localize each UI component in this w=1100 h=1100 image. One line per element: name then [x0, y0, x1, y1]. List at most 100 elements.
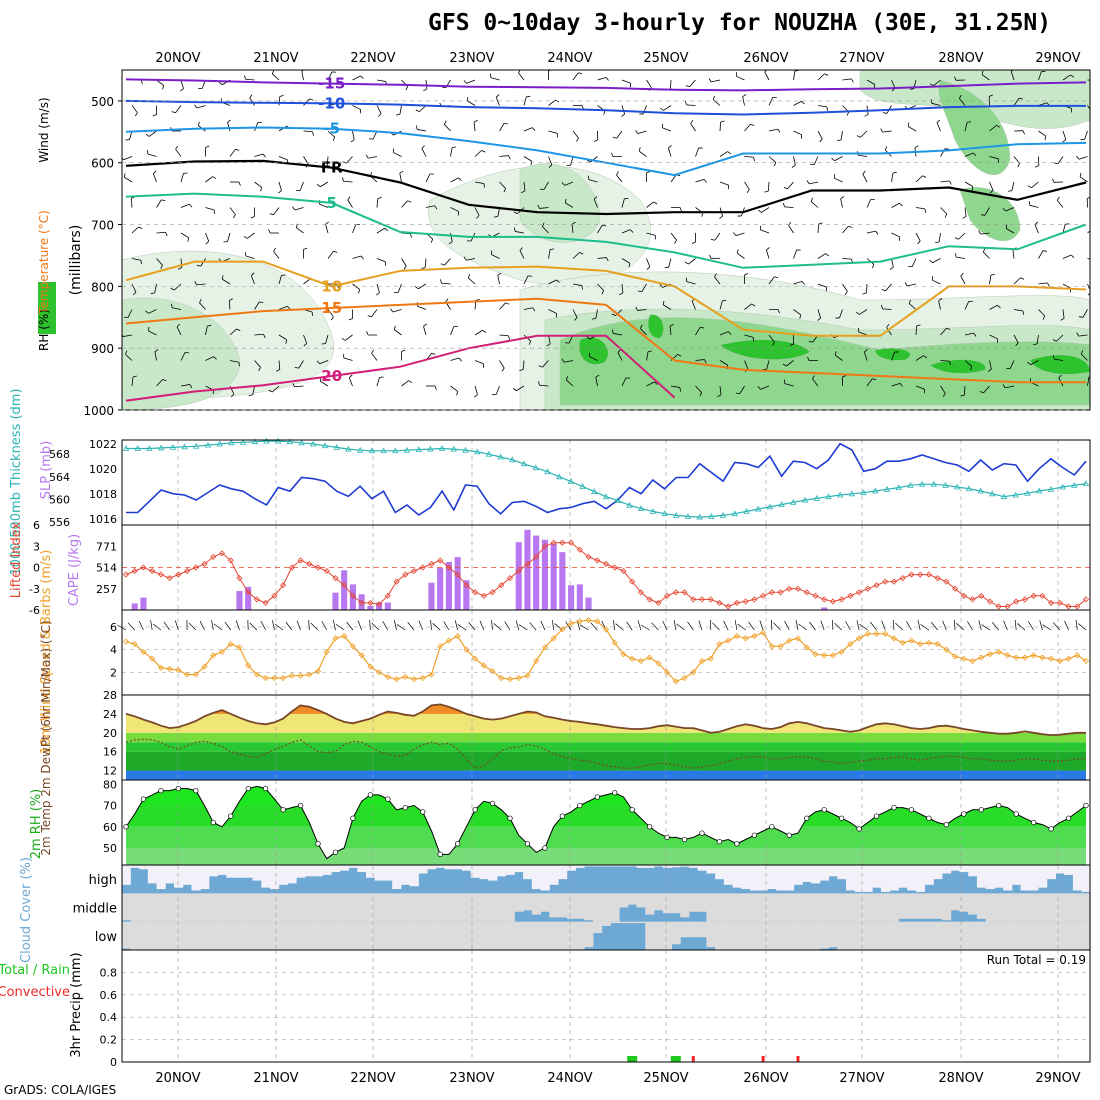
wind-barb: [376, 105, 382, 114]
wind-barb-flag: [801, 100, 805, 105]
wind-barb-flag: [701, 212, 704, 217]
li-tick-label: -6: [29, 604, 40, 617]
li-marker: [349, 592, 356, 599]
cloud-gap: [819, 893, 830, 922]
wind-barb-flag: [635, 130, 639, 134]
temp-contour-10: [125, 260, 1087, 337]
cape-bar: [533, 535, 540, 610]
wind-barb-flag: [287, 306, 291, 310]
rh-marker: [437, 851, 443, 858]
surface-wind-barb: [687, 621, 694, 631]
cloud-gap: [680, 921, 690, 938]
wind-barb-flag: [1052, 355, 1055, 360]
cloud-gap: [540, 893, 550, 912]
cloud-gap: [732, 893, 742, 922]
wind-barb-flag: [303, 247, 308, 250]
wind-barb: [621, 198, 625, 208]
cloud-gap: [427, 921, 437, 950]
wind-barb-flag: [824, 73, 829, 76]
wind-barb-flag: [423, 88, 428, 92]
wind-barb: [810, 201, 819, 208]
cloud-gap: [976, 893, 987, 919]
cloud-gap: [863, 921, 873, 950]
wind-barb: [834, 156, 843, 162]
rh-tick-label: 50: [103, 842, 117, 855]
wind-barb-flag: [714, 273, 717, 278]
wind-barb: [196, 105, 206, 109]
wind-barb: [294, 385, 304, 388]
wind-barb: [523, 275, 529, 285]
cloud-gap: [1011, 865, 1022, 885]
li-marker: [1056, 599, 1063, 606]
surface-wind-barb: [651, 622, 659, 631]
wind-barb-flag: [989, 94, 994, 97]
cloud-gap: [558, 865, 568, 880]
wind-barb-flag: [677, 354, 682, 357]
wind-barb: [127, 309, 133, 318]
cloud-gap: [933, 893, 943, 919]
cloud-gap: [959, 921, 969, 950]
wind-barb-flag: [175, 145, 179, 150]
wind-barb-flag: [1022, 130, 1025, 135]
wind-barb-flag: [855, 311, 860, 315]
cloud-gap: [400, 893, 411, 922]
temp-tick-label: 28: [103, 689, 117, 702]
wind-barb-flag: [880, 128, 883, 133]
rh-marker: [524, 841, 531, 847]
cloud-gap: [828, 865, 838, 877]
wind-barb: [450, 357, 460, 361]
wind-barb: [907, 283, 917, 287]
wind-barb-flag: [330, 316, 334, 321]
cloud-gap: [697, 921, 707, 938]
wind-barb: [548, 130, 558, 134]
surface-wind-barb: [640, 624, 650, 631]
surface-wind-barb: [956, 623, 965, 631]
wind-barb-flag: [1033, 343, 1038, 346]
wind-barb: [793, 249, 797, 259]
wind-barb: [474, 385, 478, 395]
wind-barb: [254, 301, 260, 310]
wind-barb: [319, 203, 329, 208]
wind-barb: [131, 226, 139, 234]
cloud-gap: [776, 921, 786, 950]
cloud-gap: [959, 865, 969, 873]
cloud-gap: [488, 921, 498, 950]
cloud-gap: [139, 893, 149, 922]
wind-barb: [744, 334, 754, 338]
wind-barb: [719, 331, 729, 336]
wind-barb: [156, 379, 163, 387]
wind-barb-flag: [445, 298, 449, 303]
cloud-gap: [418, 865, 428, 874]
cloud-gap: [767, 893, 777, 922]
wind-barb-flag: [1070, 254, 1075, 259]
cloud-gap: [723, 893, 734, 922]
wind-barb-flag: [170, 287, 175, 291]
li-tick-label: 3: [33, 540, 40, 553]
precip-ylabel: 3hr Precip (mm): [69, 952, 84, 1057]
cape-bar: [515, 542, 522, 610]
wind-barb-flag: [929, 83, 934, 87]
surface-wind-barb: [418, 620, 424, 631]
wind-barb: [646, 79, 652, 88]
cloud-gap: [453, 921, 463, 950]
cloud-gap: [619, 865, 629, 867]
cloud-level-label: high: [89, 873, 117, 888]
thickness-ylabel: 1000-500mb Thickness (dm): [9, 388, 24, 575]
wind-barb: [1010, 71, 1015, 81]
cloud-gap: [575, 921, 585, 950]
convective-bar: [761, 1056, 765, 1062]
wind-barb: [131, 377, 134, 387]
rh-marker: [838, 815, 845, 821]
cloud-gap: [767, 865, 777, 890]
wind-barb-flag: [393, 325, 396, 330]
wind-barb: [1013, 97, 1020, 106]
cloud-gap: [147, 893, 158, 922]
cloud-gap: [1081, 865, 1091, 892]
cloud-level-label: middle: [73, 902, 117, 917]
cloud-gap: [784, 893, 795, 922]
temp-tick-label: 16: [103, 746, 117, 759]
wind-barb: [911, 258, 917, 267]
cloud-gap: [523, 865, 533, 880]
cloud-gap: [776, 865, 786, 891]
wind-barb: [1005, 385, 1015, 389]
